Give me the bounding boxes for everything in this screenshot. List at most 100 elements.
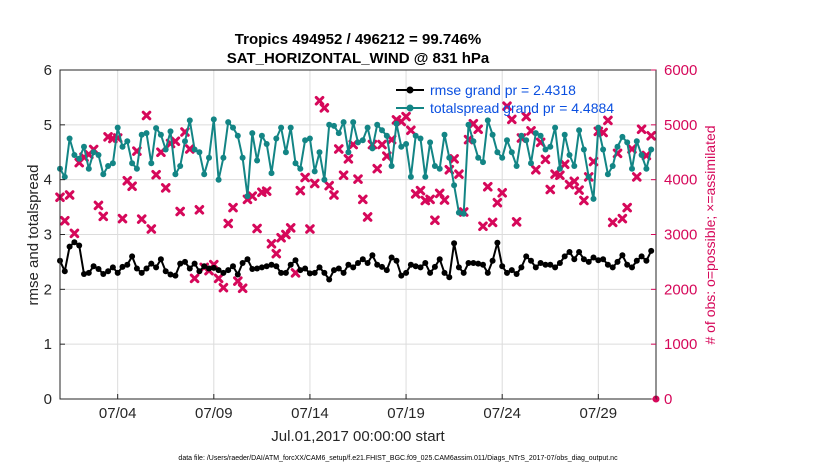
nobs-assimilated-marker [237, 283, 248, 294]
nobs-assimilated-marker [607, 217, 618, 228]
rmse-point [148, 260, 155, 267]
nobs-assimilated-marker [574, 185, 584, 195]
totalspread-point [609, 163, 616, 169]
totalspread-point [648, 146, 655, 153]
rmse-point [287, 261, 294, 268]
grid [60, 70, 656, 399]
rmse-point [451, 240, 458, 247]
rmse-point [427, 269, 434, 276]
legend-marker-rmse [406, 86, 414, 94]
totalspread-point [234, 132, 241, 139]
totalspread-point [388, 163, 395, 169]
totalspread-point [571, 163, 578, 169]
totalspread-point [306, 135, 313, 142]
totalspread-point [537, 132, 544, 139]
rmse-point [81, 271, 87, 277]
rmse-point [455, 264, 462, 271]
nobs-assimilated-marker [170, 136, 181, 147]
x-axis: 07/04 07/09 07/14 07/19 07/24 07/29 [99, 394, 617, 422]
nobs-assimilated-marker [430, 215, 440, 226]
totalspread-point [61, 173, 68, 180]
totalspread-point [638, 152, 645, 158]
totalspread-point [556, 165, 563, 172]
nobs-assimilated-marker [184, 144, 195, 154]
totalspread-point [311, 168, 318, 175]
totalspread-point [220, 154, 227, 161]
nobs-assimilated-marker [372, 163, 383, 174]
totalspread-point [494, 149, 501, 156]
rmse-point [355, 260, 361, 266]
totalspread-point [427, 139, 434, 146]
rmse-point [561, 253, 568, 260]
rmse-point [523, 253, 530, 260]
totalspread-point [499, 154, 506, 161]
rmse-point [494, 239, 501, 246]
totalspread-point [369, 145, 376, 152]
totalspread-point [81, 143, 87, 150]
rmse-point [124, 261, 131, 268]
legend: rmse grand pr = 2.4318 totalspread grand… [396, 82, 614, 116]
totalspread-point [595, 124, 602, 131]
title-line-1: Tropics 494952 / 496212 = 99.746% [235, 31, 481, 48]
totalspread-point [66, 135, 73, 142]
left-tick-label: 4 [44, 172, 52, 189]
totalspread-point [177, 163, 184, 169]
rmse-point [61, 268, 68, 275]
rmse-point [186, 265, 193, 272]
totalspread-point [138, 131, 145, 138]
nobs-assimilated-marker [631, 172, 642, 182]
nobs-assimilated-marker [247, 191, 258, 201]
totalspread-point [547, 143, 554, 150]
rmse-point [518, 264, 525, 271]
rmse-point [119, 263, 126, 270]
totalspread-point [542, 146, 549, 153]
totalspread-point [335, 130, 342, 137]
rmse-point [359, 256, 366, 263]
rmse-point [206, 265, 212, 272]
nobs-assimilated-marker [305, 224, 315, 234]
rmse-point [532, 264, 539, 271]
rmse-point [417, 264, 424, 271]
rmse-point [302, 265, 309, 272]
nobs-assimilated-marker [598, 127, 608, 138]
totalspread-point [624, 139, 631, 146]
left-axis: 0 1 2 3 4 5 6 [44, 62, 65, 408]
left-axis-label: rmse and totalspread [25, 165, 42, 306]
rmse-point [585, 258, 592, 265]
nobs-assimilated-marker [146, 224, 157, 234]
totalspread-point [383, 132, 390, 139]
right-tick-label: 6000 [664, 62, 697, 79]
rmse-point [182, 258, 188, 265]
totalspread-point [321, 176, 328, 183]
x-tick-label: 07/24 [483, 405, 521, 422]
rmse-point [210, 264, 217, 271]
nobs-assimilated-marker [324, 180, 334, 191]
nobs-assimilated-marker [160, 183, 171, 193]
rmse-point [162, 268, 169, 275]
rmse-point [215, 267, 222, 274]
totalspread-point [465, 121, 472, 128]
x-tick-label: 07/14 [291, 405, 329, 422]
totalspread-point [129, 160, 136, 167]
totalspread-point [191, 146, 198, 153]
totalspread-point [528, 160, 534, 167]
legend-entry-rmse: rmse grand pr = 2.4318 [396, 82, 576, 98]
totalspread-point [105, 163, 112, 169]
nobs-assimilated-marker [415, 185, 426, 196]
rmse-point [499, 263, 506, 270]
totalspread-point [470, 138, 477, 145]
rmse-point [225, 267, 232, 274]
totalspread-point [148, 160, 155, 167]
right-axis-label: # of obs: o=possible; ×=assimilated [702, 125, 718, 344]
nobs-assimilated-marker [377, 139, 387, 150]
nobs-assimilated-marker [406, 125, 416, 136]
rmse-point [489, 257, 496, 264]
rmse-point [114, 269, 121, 276]
nobs-assimilated-marker [261, 186, 272, 196]
totalspread-point [619, 133, 626, 140]
rmse-point [470, 260, 477, 266]
rmse-point [258, 264, 265, 271]
rmse-point [374, 261, 381, 268]
rmse-point [600, 256, 607, 263]
nobs-assimilated-marker [338, 170, 349, 181]
